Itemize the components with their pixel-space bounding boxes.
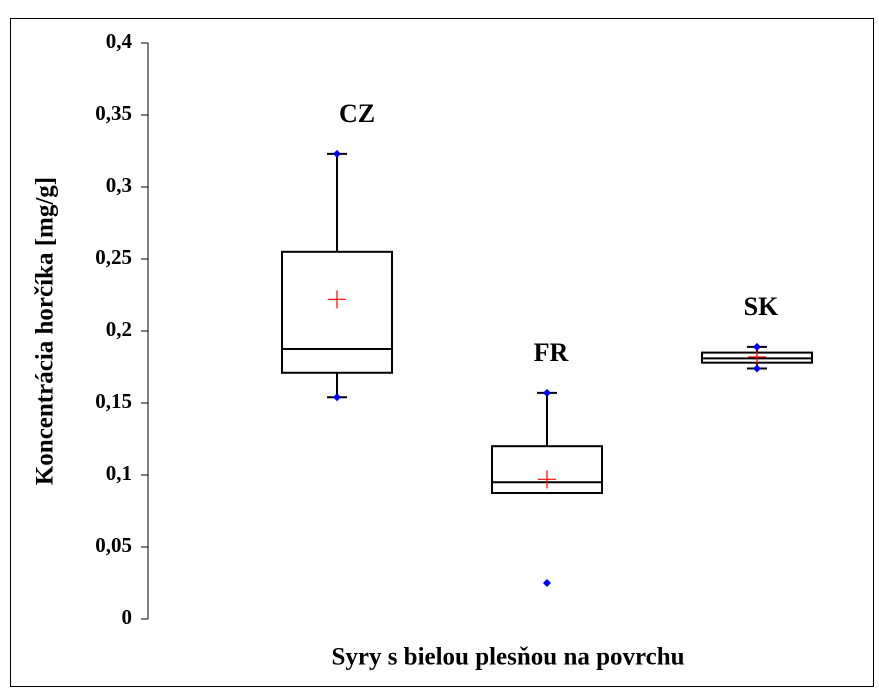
mean-marker (748, 347, 766, 366)
y-tick-label: 0,3 (106, 173, 132, 197)
y-tick-label: 0,05 (95, 533, 132, 557)
data-point (333, 393, 341, 402)
data-point (543, 579, 551, 587)
data-point (753, 342, 761, 351)
y-tick-label: 0,1 (106, 461, 132, 485)
chart-frame (10, 18, 874, 687)
y-tick-label: 0,25 (95, 245, 132, 269)
y-tick-label: 0,15 (95, 389, 132, 413)
y-tick-label: 0,4 (106, 29, 133, 53)
y-tick-label: 0,2 (106, 317, 132, 341)
y-tick-label: 0,35 (95, 101, 132, 125)
x-axis-title: Syry s bielou plesňou na povrchu (331, 644, 684, 671)
y-tick-label: 0 (122, 605, 133, 629)
box (491, 445, 603, 495)
category-label: FR (534, 338, 569, 367)
category-label: SK (744, 292, 779, 321)
data-point (333, 149, 341, 158)
mean-marker (538, 470, 556, 489)
mean-marker (328, 290, 346, 309)
category-label: CZ (339, 99, 375, 128)
y-axis-title: Koncentrácia horčíka [mg/g] (32, 177, 59, 485)
data-point (753, 364, 761, 373)
box (281, 250, 393, 374)
data-point (543, 388, 551, 397)
